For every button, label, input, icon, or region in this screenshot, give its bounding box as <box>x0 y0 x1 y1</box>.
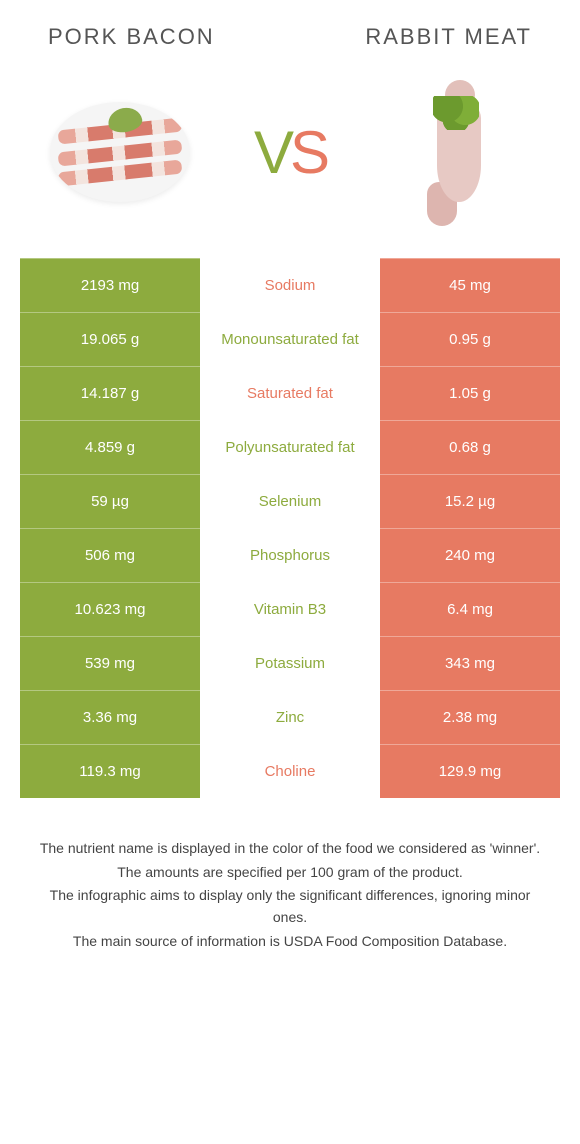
right-value: 45 mg <box>380 258 560 312</box>
table-row: 3.36 mgZinc2.38 mg <box>20 690 560 744</box>
left-value: 14.187 g <box>20 366 200 420</box>
footer-line: The nutrient name is displayed in the co… <box>36 838 544 860</box>
table-row: 4.859 gPolyunsaturated fat0.68 g <box>20 420 560 474</box>
left-value: 119.3 mg <box>20 744 200 798</box>
vs-s: S <box>290 119 326 186</box>
rabbit-meat-image <box>380 72 540 232</box>
right-value: 1.05 g <box>380 366 560 420</box>
table-row: 2193 mgSodium45 mg <box>20 258 560 312</box>
right-value: 0.95 g <box>380 312 560 366</box>
nutrient-label: Zinc <box>200 690 380 744</box>
nutrient-label: Saturated fat <box>200 366 380 420</box>
table-row: 539 mgPotassium343 mg <box>20 636 560 690</box>
nutrient-label: Vitamin B3 <box>200 582 380 636</box>
footer-line: The amounts are specified per 100 gram o… <box>36 862 544 884</box>
right-value: 240 mg <box>380 528 560 582</box>
nutrient-label: Potassium <box>200 636 380 690</box>
vs-label: VS <box>254 118 326 187</box>
images-row: VS <box>0 58 580 258</box>
left-value: 59 µg <box>20 474 200 528</box>
right-value: 0.68 g <box>380 420 560 474</box>
right-value: 343 mg <box>380 636 560 690</box>
table-row: 10.623 mgVitamin B36.4 mg <box>20 582 560 636</box>
left-food-title: PORK BACON <box>48 24 215 50</box>
footer-line: The main source of information is USDA F… <box>36 931 544 953</box>
left-value: 3.36 mg <box>20 690 200 744</box>
table-row: 119.3 mgCholine129.9 mg <box>20 744 560 798</box>
table-row: 14.187 gSaturated fat1.05 g <box>20 366 560 420</box>
right-value: 15.2 µg <box>380 474 560 528</box>
left-value: 4.859 g <box>20 420 200 474</box>
right-value: 6.4 mg <box>380 582 560 636</box>
nutrient-label: Polyunsaturated fat <box>200 420 380 474</box>
left-value: 10.623 mg <box>20 582 200 636</box>
right-value: 2.38 mg <box>380 690 560 744</box>
nutrient-label: Choline <box>200 744 380 798</box>
nutrient-label: Sodium <box>200 258 380 312</box>
left-value: 19.065 g <box>20 312 200 366</box>
left-value: 506 mg <box>20 528 200 582</box>
pork-bacon-image <box>40 72 200 232</box>
table-row: 506 mgPhosphorus240 mg <box>20 528 560 582</box>
footer-notes: The nutrient name is displayed in the co… <box>0 798 580 952</box>
nutrient-label: Monounsaturated fat <box>200 312 380 366</box>
table-row: 59 µgSelenium15.2 µg <box>20 474 560 528</box>
right-food-title: RABBIT MEAT <box>365 24 532 50</box>
footer-line: The infographic aims to display only the… <box>36 885 544 928</box>
left-value: 2193 mg <box>20 258 200 312</box>
vs-v: V <box>254 119 290 186</box>
header: PORK BACON RABBIT MEAT <box>0 0 580 58</box>
nutrient-label: Phosphorus <box>200 528 380 582</box>
nutrient-table: 2193 mgSodium45 mg19.065 gMonounsaturate… <box>20 258 560 798</box>
table-row: 19.065 gMonounsaturated fat0.95 g <box>20 312 560 366</box>
right-value: 129.9 mg <box>380 744 560 798</box>
left-value: 539 mg <box>20 636 200 690</box>
nutrient-label: Selenium <box>200 474 380 528</box>
